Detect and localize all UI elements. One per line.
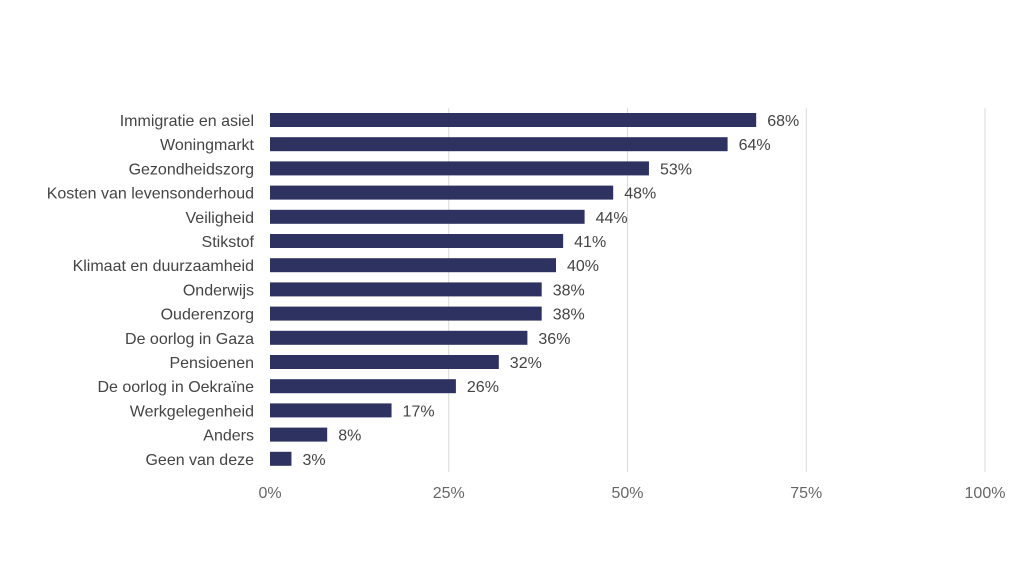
bar: [270, 355, 499, 369]
data-label: 68%: [767, 113, 799, 130]
data-label: 40%: [567, 258, 599, 275]
x-tick-label: 0%: [258, 485, 281, 502]
category-label: Woningmarkt: [160, 137, 255, 154]
data-label: 3%: [302, 452, 325, 469]
data-label: 36%: [538, 331, 570, 348]
bar: [270, 258, 556, 273]
data-label: 48%: [624, 186, 656, 203]
bar: [270, 282, 542, 297]
value-labels: 68% 64% 53%48% 44% 41% 40% 38% 38% 36% 32% 26% 17% 8…: [302, 113, 799, 469]
category-label: Anders: [203, 428, 254, 445]
data-label: 17%: [403, 403, 435, 420]
x-axis-ticks: 0% 25% 50% 75% 100%: [258, 485, 1005, 502]
category-label: Onderwijs: [183, 282, 254, 299]
category-label: Gezondheidszorg: [129, 161, 254, 178]
bar: [270, 234, 564, 248]
bar: [270, 113, 757, 127]
data-label: 44%: [596, 210, 628, 227]
category-label: Kosten van levensonderhoud: [47, 186, 254, 203]
x-tick-label: 25%: [433, 485, 465, 502]
data-label: 53%: [660, 161, 692, 178]
data-label: 38%: [553, 307, 585, 324]
bar: [270, 379, 456, 394]
bar: [270, 209, 585, 224]
category-label: Geen van deze: [145, 452, 254, 469]
category-label: Pensioenen: [169, 355, 254, 372]
category-label: Klimaat en duurzaamheid: [73, 258, 254, 275]
bar: [270, 451, 292, 466]
bar: [270, 427, 328, 442]
bars: [270, 113, 757, 466]
category-label: De oorlog in Oekraïne: [97, 379, 254, 396]
x-tick-label: 75%: [790, 485, 822, 502]
bar: [270, 137, 728, 152]
bar: [270, 161, 649, 176]
category-label: Immigratie en asiel: [120, 113, 254, 130]
category-label: Werkgelegenheid: [130, 403, 254, 420]
data-label: 38%: [553, 282, 585, 299]
bar: [270, 306, 542, 321]
category-label: Stikstof: [202, 234, 255, 251]
category-label: Veiligheid: [186, 210, 255, 227]
data-label: 41%: [574, 234, 606, 251]
x-tick-label: 100%: [965, 485, 1006, 502]
x-tick-label: 50%: [611, 485, 643, 502]
data-label: 64%: [739, 137, 771, 154]
category-labels: Immigratie en asiel Woningmarkt Gezondheid…: [47, 113, 255, 469]
bar: [270, 403, 392, 418]
category-label: Ouderenzorg: [161, 307, 254, 324]
data-label: 32%: [510, 355, 542, 372]
bar: [270, 185, 614, 200]
data-label: 8%: [338, 428, 361, 445]
data-label: 26%: [467, 379, 499, 396]
bar: [270, 330, 528, 345]
category-label: De oorlog in Gaza: [125, 331, 254, 348]
